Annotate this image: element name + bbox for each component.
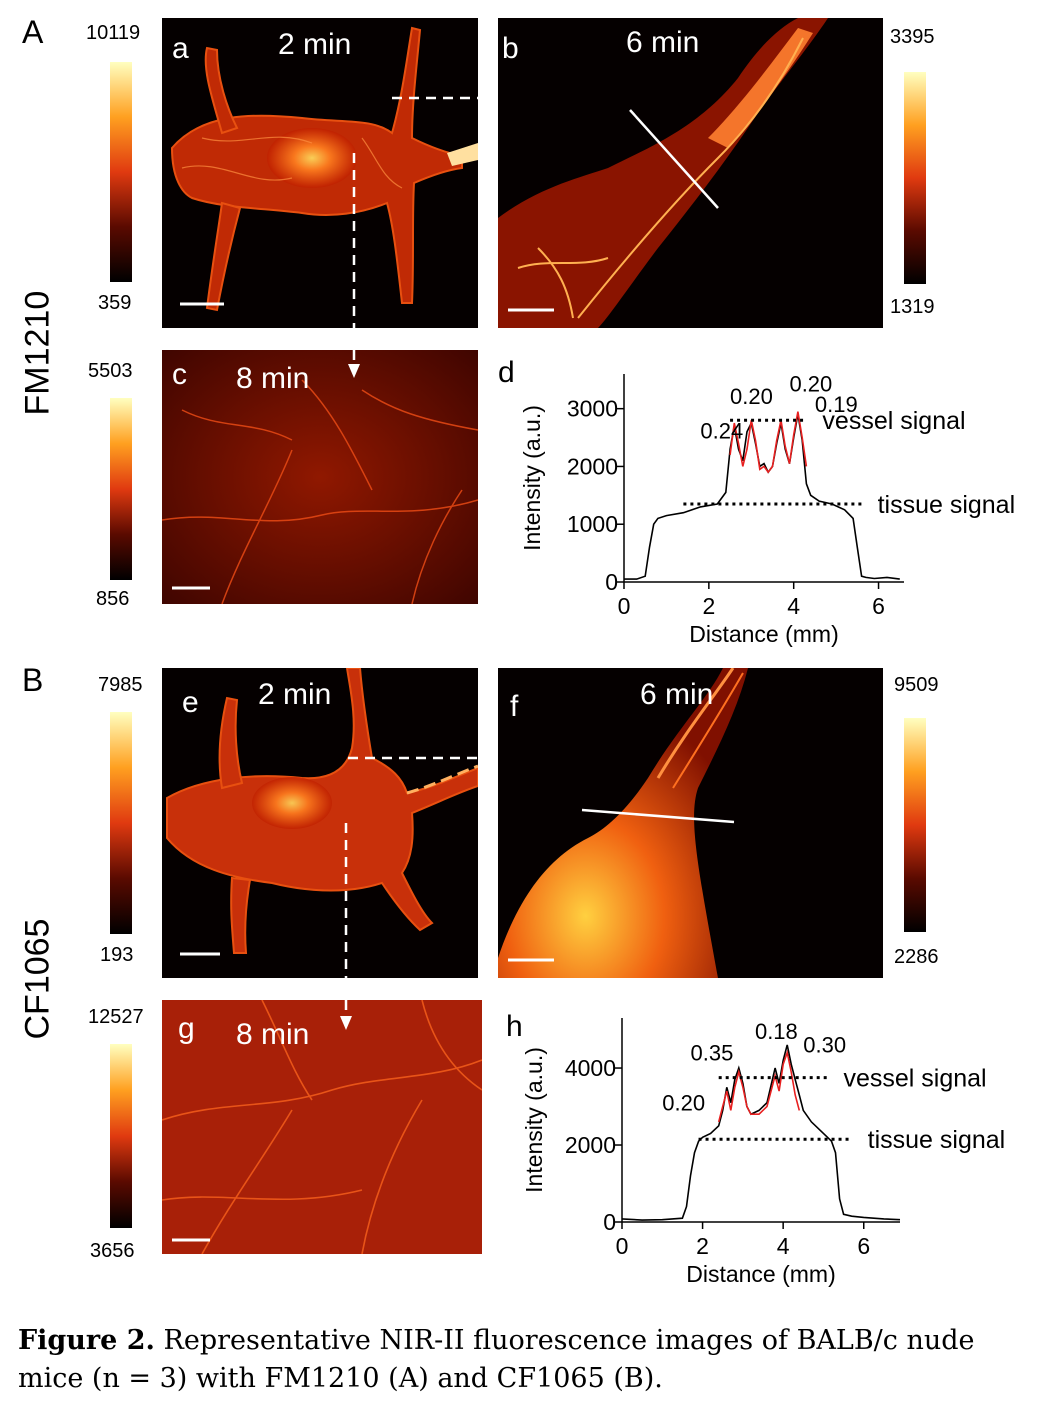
colorbar-g-max: 12527	[88, 1006, 144, 1028]
y-tick-label: 0	[603, 1209, 616, 1235]
panel-time-b: 6 min	[626, 26, 700, 59]
colorbar-b-max: 3395	[890, 26, 935, 48]
panel-time-e: 2 min	[258, 678, 332, 711]
annotation: 0.20	[789, 371, 832, 396]
panel-time-a: 2 min	[278, 28, 352, 61]
panel-label-b: b	[502, 32, 519, 65]
colorbar-b-min: 1319	[890, 296, 935, 318]
x-axis-label: Distance (mm)	[689, 621, 839, 647]
y-tick-label: 4000	[565, 1055, 616, 1081]
x-tick-label: 0	[616, 1233, 629, 1259]
image-panel-e: e 2 min	[162, 668, 478, 978]
image-panel-g: g 8 min	[162, 1000, 482, 1254]
colorbar-a-max: 10119	[86, 22, 141, 44]
colorbar-f	[904, 718, 926, 932]
profile-line	[624, 414, 900, 580]
panel-label-g: g	[178, 1012, 195, 1045]
y-tick-label: 2000	[567, 453, 618, 479]
annotation: 0.24	[700, 419, 743, 444]
profile-line	[621, 1044, 901, 1221]
panel-label-a: a	[172, 32, 189, 65]
panel-label-f: f	[510, 690, 519, 723]
y-axis-label: Intensity (a.u.)	[521, 1047, 547, 1193]
reference-label: tissue signal	[868, 1126, 1006, 1154]
x-tick-label: 2	[702, 593, 715, 619]
section-letter-b: B	[22, 662, 44, 698]
panel-time-c: 8 min	[236, 362, 310, 395]
chart-h: 0 2 4 6 0 2000 4000 vessel signal tissue signal 0…	[521, 1018, 1006, 1287]
figure-caption: Figure 2. Representative NIR-II fluoresc…	[18, 1322, 1048, 1398]
annotation: 0.20	[730, 384, 773, 409]
dye-label-cf1065: CF1065	[18, 918, 57, 1040]
image-panel-c: c 8 min	[162, 350, 478, 604]
colorbar-e-min: 193	[100, 944, 134, 966]
colorbar-g	[110, 1044, 132, 1228]
panel-label-e: e	[182, 686, 199, 719]
caption-title: Figure 2.	[18, 1325, 155, 1356]
image-panel-f: f 6 min	[498, 668, 883, 978]
annotation: 0.20	[662, 1090, 705, 1115]
y-tick-label: 0	[605, 569, 618, 595]
caption-text: Representative NIR-II fluorescence image…	[18, 1325, 975, 1394]
y-axis-label: Intensity (a.u.)	[519, 405, 545, 551]
x-tick-label: 6	[857, 1233, 870, 1259]
fit-line	[729, 411, 808, 474]
reference-label: tissue signal	[878, 491, 1016, 519]
colorbar-b	[904, 72, 926, 284]
panel-time-g: 8 min	[236, 1018, 310, 1051]
annotation: 0.30	[803, 1033, 846, 1058]
x-tick-label: 0	[618, 593, 631, 619]
y-tick-label: 3000	[567, 396, 618, 422]
panel-label-d: d	[498, 356, 515, 389]
colorbar-c-min: 856	[96, 588, 130, 610]
x-tick-label: 2	[696, 1233, 709, 1259]
y-tick-label: 1000	[567, 511, 618, 537]
annotation: 0.18	[755, 1019, 798, 1044]
chart-d: 0 2 4 6 0 1000 2000 3000 vessel signal tissue sig…	[519, 371, 1016, 647]
colorbar-a-min: 359	[98, 292, 132, 314]
section-letter-a: A	[22, 14, 44, 50]
x-tick-label: 4	[777, 1233, 790, 1259]
panel-label-h: h	[506, 1010, 523, 1043]
colorbar-a	[110, 62, 132, 282]
dye-label-fm1210: FM1210	[18, 290, 57, 416]
annotation: 0.19	[815, 392, 858, 417]
y-tick-label: 2000	[565, 1132, 616, 1158]
x-tick-label: 6	[872, 593, 885, 619]
reference-label: vessel signal	[822, 407, 965, 435]
colorbar-e-max: 7985	[98, 674, 143, 696]
colorbar-f-min: 2286	[894, 946, 939, 968]
colorbar-c	[110, 398, 132, 580]
colorbar-g-min: 3656	[90, 1240, 135, 1262]
image-panel-a: a 2 min	[162, 18, 478, 328]
panel-time-f: 6 min	[640, 678, 714, 711]
x-tick-label: 4	[787, 593, 800, 619]
annotation: 0.35	[690, 1040, 733, 1065]
colorbar-c-max: 5503	[88, 360, 133, 382]
panel-label-c: c	[172, 358, 187, 391]
colorbar-f-max: 9509	[894, 674, 939, 696]
colorbar-e	[110, 712, 132, 934]
x-axis-label: Distance (mm)	[686, 1261, 836, 1287]
fit-line	[717, 1049, 801, 1123]
reference-label: vessel signal	[843, 1065, 986, 1093]
image-panel-b: b 6 min	[498, 18, 883, 328]
